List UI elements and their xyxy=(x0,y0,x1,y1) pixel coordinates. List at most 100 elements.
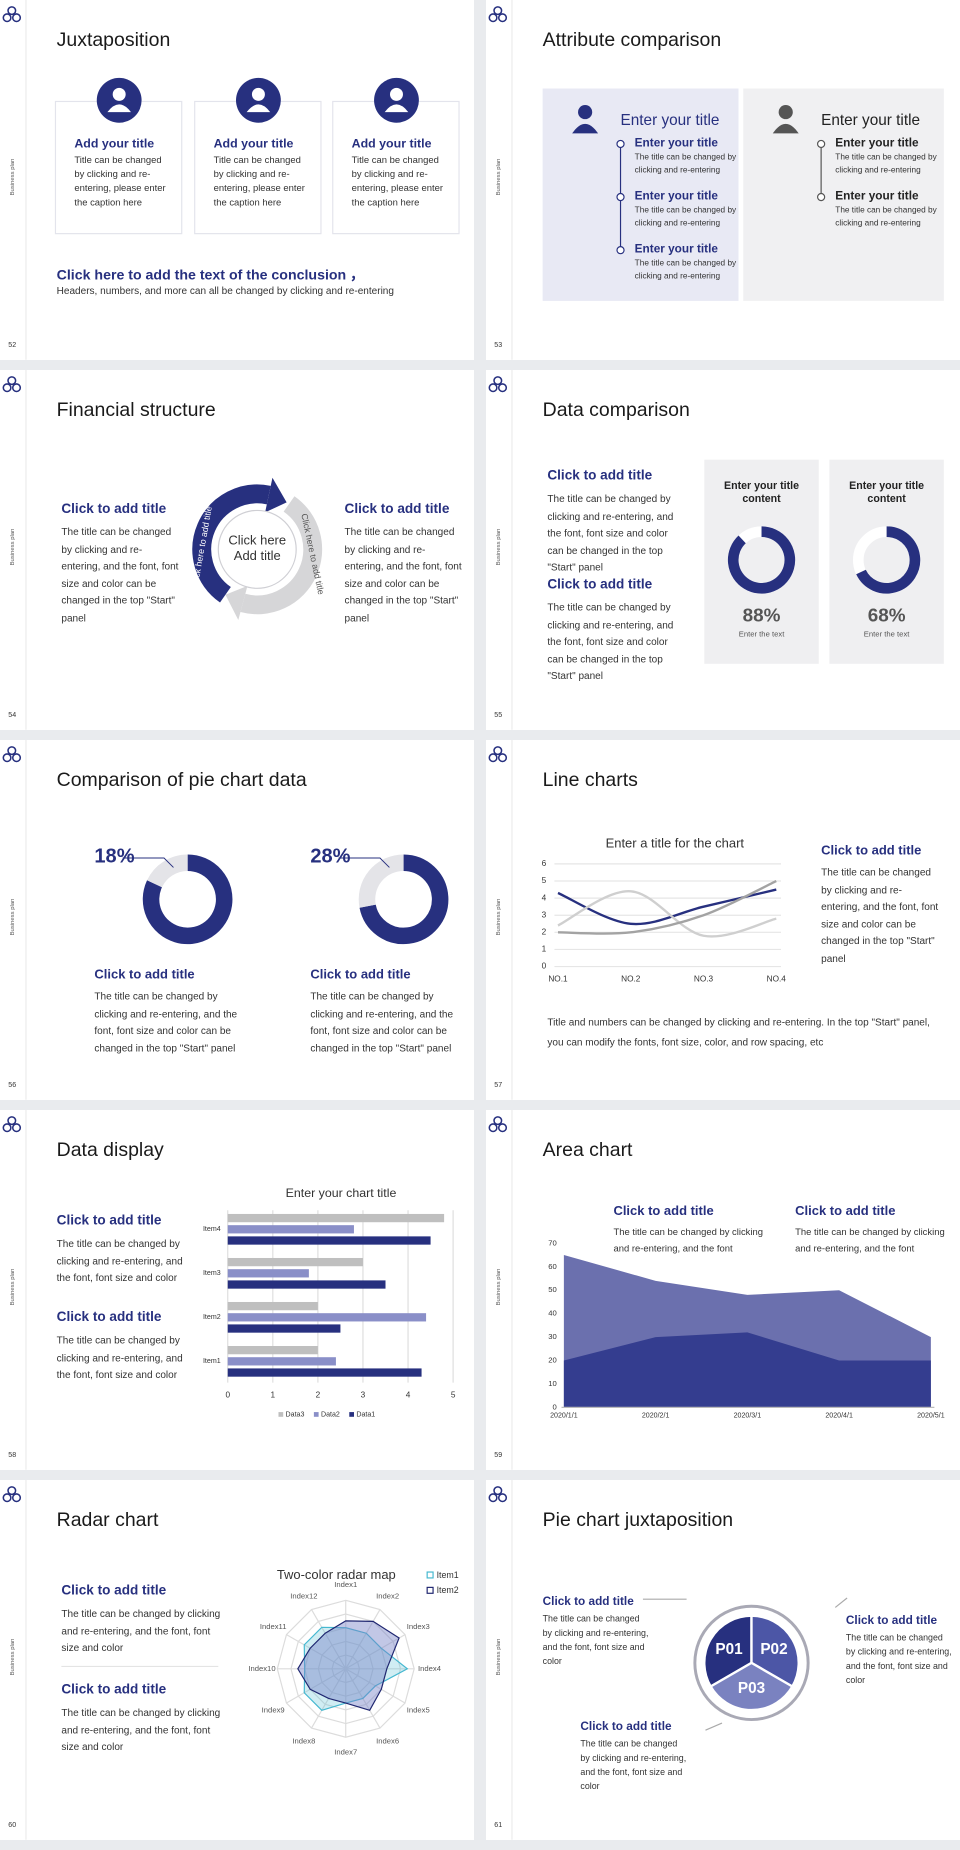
bar xyxy=(227,1346,318,1355)
item-text: The title can be changed by clicking and… xyxy=(634,206,737,228)
chart-title: Enter a title for the chart xyxy=(606,835,745,850)
value-label: 88% xyxy=(742,606,781,627)
card-title: Add your title xyxy=(351,136,432,152)
legend-swatch xyxy=(349,1412,354,1417)
card-icon-body xyxy=(107,104,131,113)
slide-number: 52 xyxy=(8,342,17,350)
value-label: 18% xyxy=(94,845,135,868)
slide-graphics: P01 P02 P03 xyxy=(488,1480,848,1840)
x-tick-label: NO.2 xyxy=(621,975,641,984)
bar xyxy=(227,1324,341,1333)
conclusion-text: Headers, numbers, and more can all be ch… xyxy=(56,284,394,297)
radar-label: Index9 xyxy=(262,1706,285,1715)
card-title: Enter your title content xyxy=(849,479,925,505)
radar-series xyxy=(297,1620,400,1711)
block-text: The title can be changed by clicking and… xyxy=(547,601,674,682)
card-icon-head xyxy=(112,87,126,101)
x-tick-label: 2020/5/1 xyxy=(917,1411,945,1419)
radar-label: Index8 xyxy=(292,1736,315,1745)
slide-number: 59 xyxy=(494,1452,503,1460)
y-tick-label: 50 xyxy=(548,1285,557,1294)
radar-label: Index10 xyxy=(248,1664,275,1673)
cycle-arc xyxy=(192,484,271,603)
block-text: The title can be changed by clicking and… xyxy=(613,1226,764,1254)
item-text: The title can be changed by clicking and… xyxy=(634,259,737,281)
y-tick-label: 1 xyxy=(542,945,547,954)
block-text: The title can be changed by clicking and… xyxy=(61,1607,221,1654)
logo xyxy=(493,746,503,756)
slide-content: Business plan 56 Comparison of pie chart d… xyxy=(0,740,474,1100)
panel xyxy=(743,88,944,301)
slide: Business plan 55 Data comparison Click to a… xyxy=(486,370,960,730)
timeline-dot xyxy=(616,246,625,255)
slide-graphics xyxy=(488,370,944,730)
legend-label: Item1 xyxy=(437,1570,459,1580)
cycle-center xyxy=(217,509,297,589)
radar-label: Index5 xyxy=(407,1706,430,1715)
logo xyxy=(497,13,508,23)
block-text: The title can be changed by clicking and… xyxy=(94,990,238,1054)
line-series xyxy=(557,879,777,935)
legend-swatch xyxy=(426,1586,434,1594)
chart-title: Two-color radar map xyxy=(277,1567,396,1582)
timeline-dot xyxy=(816,192,826,202)
y-tick-label: 3 xyxy=(542,910,547,919)
card-title: Enter your title content xyxy=(724,479,799,505)
slide: P01 P02 P03 Business plan 61 Pie chart juxtap… xyxy=(486,1480,960,1840)
logo xyxy=(493,1116,503,1126)
bar xyxy=(227,1225,354,1234)
donut-remainder xyxy=(359,854,449,945)
block-title: Click to add title xyxy=(61,1682,167,1698)
cycle-arrowhead xyxy=(225,585,248,621)
slide-title: Data comparison xyxy=(542,399,690,421)
y-tick-label: Item1 xyxy=(203,1357,221,1365)
slide-number: 54 xyxy=(8,712,17,720)
bar xyxy=(227,1313,427,1322)
person-body xyxy=(572,123,599,134)
radar-label: Index6 xyxy=(376,1736,399,1745)
y-tick-label: Item4 xyxy=(203,1225,221,1233)
block-text: The title can be changed by clicking and… xyxy=(56,1334,183,1381)
y-tick-label: 2 xyxy=(542,928,547,937)
cycle-center-text: Click here Add title xyxy=(228,534,287,564)
x-tick-label: 4 xyxy=(406,1391,411,1400)
block-text: The title can be changed by clicking and… xyxy=(310,990,454,1054)
data-card xyxy=(829,459,944,664)
slide-content: Business plan 52 Juxtaposition Add your tit… xyxy=(0,0,474,360)
logo xyxy=(488,1493,498,1503)
slide-content: Business plan 55 Data comparison Click to a… xyxy=(486,370,960,730)
slide: Business plan 53 Attribute comparison Enter… xyxy=(486,0,960,360)
radar-spoke xyxy=(286,1668,347,1704)
block-title: Click to add title xyxy=(94,967,195,982)
card-icon-body xyxy=(384,104,409,113)
x-tick-label: NO.1 xyxy=(548,975,568,984)
item-title: Enter your title xyxy=(835,136,919,150)
slide-content: Business plan 53 Attribute comparison Enter… xyxy=(486,0,960,360)
block-title: Click to add title xyxy=(547,577,653,592)
bar xyxy=(227,1236,431,1245)
logo xyxy=(497,753,508,763)
slide: Business plan 54 Financial structure Click … xyxy=(0,370,474,730)
value-label: 28% xyxy=(310,845,351,868)
block-text: The title can be changed by clicking and… xyxy=(344,525,462,624)
side-label: Business plan xyxy=(495,158,503,196)
slide: Business plan 56 Comparison of pie chart d… xyxy=(0,740,474,1100)
y-tick-label: 0 xyxy=(542,962,547,971)
slide: Business plan 52 Juxtaposition Add your tit… xyxy=(0,0,474,360)
segment-label: P03 xyxy=(738,1680,765,1697)
pie-segment xyxy=(709,1661,794,1712)
slide-title: Comparison of pie chart data xyxy=(56,769,307,791)
panel-title: Enter your title xyxy=(620,110,720,129)
x-tick-label: 2020/4/1 xyxy=(825,1411,853,1419)
block-title: Click to add title xyxy=(795,1204,896,1219)
logo xyxy=(488,1123,498,1133)
legend-label: Item2 xyxy=(437,1585,459,1595)
block-text: The title can be changed by clicking and… xyxy=(580,1738,687,1792)
timeline-dot xyxy=(816,139,826,149)
logo xyxy=(11,1123,22,1133)
card-caption: Enter the text xyxy=(863,630,910,640)
card-title: Add your title xyxy=(74,136,155,152)
data-card xyxy=(704,459,819,664)
legend-label: Data3 xyxy=(286,1410,305,1418)
